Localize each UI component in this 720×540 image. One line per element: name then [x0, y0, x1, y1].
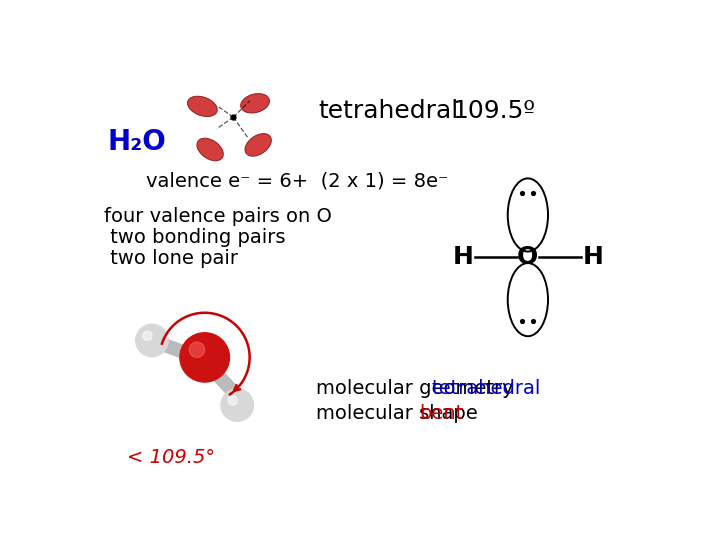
Text: molecular geometry: molecular geometry	[316, 379, 520, 398]
Circle shape	[136, 325, 168, 356]
Text: H: H	[452, 245, 473, 269]
Text: four valence pairs on O: four valence pairs on O	[104, 207, 332, 226]
Circle shape	[228, 396, 238, 405]
Ellipse shape	[197, 138, 223, 161]
Text: two bonding pairs: two bonding pairs	[104, 228, 285, 247]
Circle shape	[143, 331, 152, 340]
Text: valence e⁻ = 6+  (2 x 1) = 8e⁻: valence e⁻ = 6+ (2 x 1) = 8e⁻	[145, 171, 448, 190]
Text: H: H	[582, 245, 603, 269]
Text: tetrahedral: tetrahedral	[432, 379, 541, 398]
Text: O: O	[517, 245, 539, 269]
Text: tetrahedral: tetrahedral	[319, 99, 459, 124]
Text: 109.5º: 109.5º	[453, 99, 536, 124]
Ellipse shape	[245, 133, 271, 156]
Circle shape	[189, 342, 204, 357]
Ellipse shape	[187, 96, 217, 117]
Circle shape	[180, 333, 230, 382]
Text: two lone pair: two lone pair	[104, 249, 238, 268]
Circle shape	[221, 389, 253, 421]
Text: H₂O: H₂O	[107, 128, 166, 156]
Text: < 109.5°: < 109.5°	[127, 448, 215, 467]
Text: molecular shape: molecular shape	[316, 403, 490, 423]
Ellipse shape	[240, 93, 269, 113]
Text: bent: bent	[420, 403, 464, 423]
